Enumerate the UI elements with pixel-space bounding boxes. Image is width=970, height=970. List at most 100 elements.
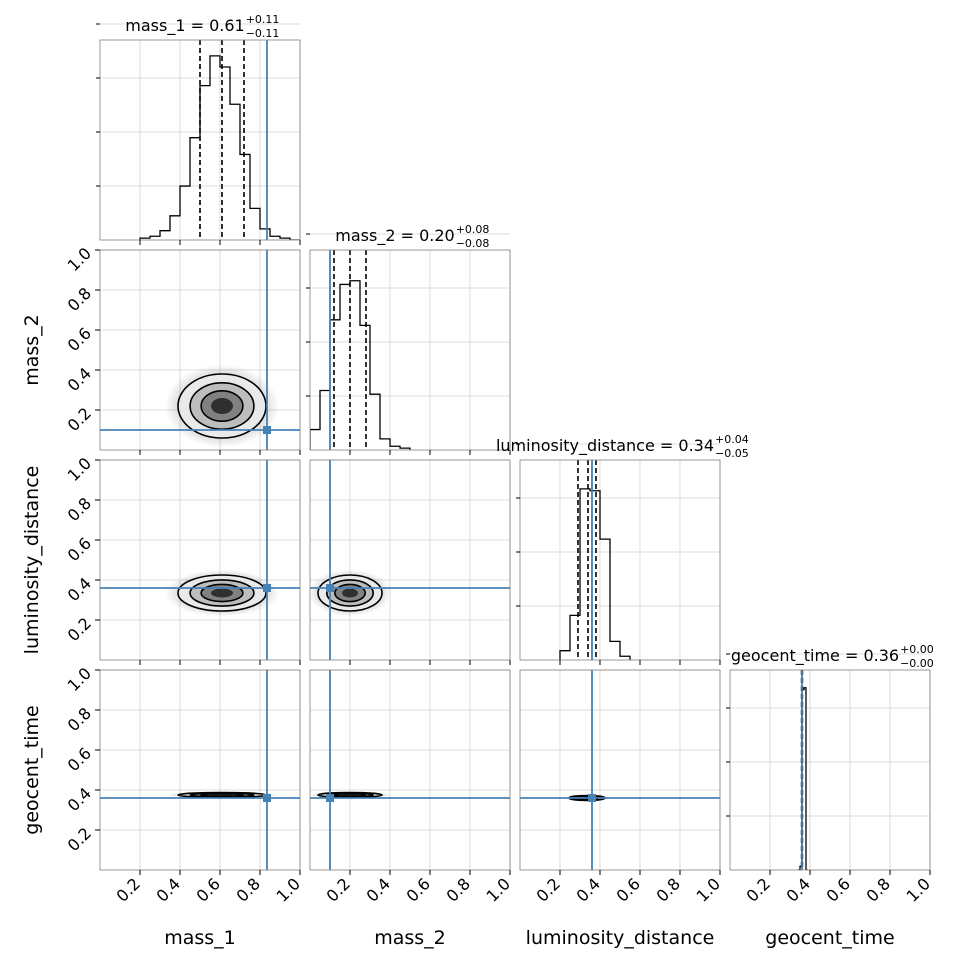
- contour-line: [177, 373, 267, 439]
- y-axis-label-luminosity-distance: luminosity_distance: [21, 466, 43, 655]
- y-tick-label: 0.8: [64, 704, 95, 735]
- y-tick-label: 1.0: [64, 454, 95, 485]
- x-tick-label: 0.2: [743, 874, 774, 905]
- truth-marker: [263, 794, 271, 802]
- x-tick-label: 0.4: [783, 874, 814, 905]
- histogram-step: [559, 488, 631, 660]
- x-tick-label: 1.0: [483, 874, 514, 905]
- y-tick-label: 1.0: [64, 664, 95, 695]
- y-tick-label: 0.6: [64, 744, 95, 775]
- contour-line: [333, 792, 366, 798]
- panel-mass-2-geocent-time: 0.2 0.4 0.6 0.8 1.0 mass_2: [309, 669, 514, 949]
- x-tick-label: 0.8: [233, 874, 264, 905]
- y-tick-label: 0.6: [64, 324, 95, 355]
- panel-frame: [99, 249, 301, 451]
- panel-frame: [99, 39, 301, 241]
- truth-marker: [588, 794, 596, 802]
- title-minus: −0.05: [715, 447, 749, 460]
- x-axis-label-geocent-time: geocent_time: [765, 927, 894, 949]
- plot-area: [100, 460, 300, 660]
- y-tick-label: 0.2: [64, 614, 95, 645]
- panel-frame: [519, 669, 721, 871]
- panel-frame: [309, 249, 511, 451]
- y-tick-label: 0.2: [64, 404, 95, 435]
- y-tick-label: 0.4: [64, 784, 95, 815]
- title-minus: −0.00: [900, 657, 934, 670]
- plot-area: [520, 670, 720, 870]
- x-tick-label: 0.2: [113, 874, 144, 905]
- contour-line: [317, 574, 383, 612]
- x-tick-label: 0.6: [403, 874, 434, 905]
- panel-luminosity-distance-luminosity-distance: luminosity_distance = 0.34 +0.04−0.05: [496, 433, 749, 665]
- density-fill: [211, 794, 233, 796]
- truth-marker: [326, 584, 334, 592]
- plot-area: [559, 460, 631, 660]
- y-tick-label: 0.8: [64, 494, 95, 525]
- x-tick-label: 0.8: [443, 874, 474, 905]
- x-tick-label: 1.0: [693, 874, 724, 905]
- panel-frame: [519, 459, 721, 661]
- histogram-step: [139, 55, 300, 240]
- truth-marker: [263, 584, 271, 592]
- x-tick-label: 0.6: [193, 874, 224, 905]
- plot-area: [310, 250, 411, 450]
- density-fill: [342, 794, 358, 796]
- panel-mass-1-mass-1: mass_1 = 0.61 +0.11−0.11: [96, 13, 301, 245]
- y-tick-label: 0.4: [64, 574, 95, 605]
- plot-area: [100, 250, 300, 450]
- panel-frame: [309, 669, 511, 871]
- plot-area: [798, 670, 808, 870]
- x-tick-label: 0.2: [323, 874, 354, 905]
- plot-area: [310, 670, 510, 870]
- x-tick-label: 0.8: [653, 874, 684, 905]
- panel-mass-1-mass-2: 0.2 0.4 0.6 0.8 1.0 mass_2: [21, 244, 301, 455]
- contour-line: [189, 579, 255, 607]
- plot-area: [310, 460, 510, 660]
- density-fill: [211, 398, 233, 414]
- x-axis-label-luminosity-distance: luminosity_distance: [526, 927, 715, 949]
- histogram-step: [310, 280, 411, 450]
- contour-line: [200, 389, 244, 422]
- title-plus: +0.11: [246, 13, 280, 26]
- panel-luminosity-distance-geocent-time: 0.2 0.4 0.6 0.8 1.0 luminosity_distance: [519, 669, 724, 949]
- panel-mass-2-mass-2: mass_2 = 0.20 +0.08−0.08: [306, 223, 511, 455]
- title-minus: −0.11: [246, 27, 280, 40]
- y-tick-label: 0.8: [64, 284, 95, 315]
- x-tick-label: 0.4: [153, 874, 184, 905]
- panel-frame: [99, 669, 301, 871]
- plot-area: [100, 670, 300, 870]
- contour-line: [333, 583, 366, 603]
- y-axis-label-mass-2: mass_2: [21, 314, 43, 386]
- contour-line: [200, 583, 244, 603]
- x-tick-label: 0.4: [573, 874, 604, 905]
- y-axis-label-geocent-time: geocent_time: [21, 705, 43, 834]
- truth-marker: [263, 426, 271, 434]
- panel-geocent-time-geocent-time: geocent_time = 0.36 +0.00−0.00 0.2 0.4 0.6 0.…: [726, 643, 934, 949]
- panel-frame: [729, 669, 931, 871]
- x-tick-label: 1.0: [903, 874, 934, 905]
- contour-line: [325, 579, 374, 607]
- y-tick-label: 0.4: [64, 364, 95, 395]
- x-tick-label: 0.2: [533, 874, 564, 905]
- title-minus: −0.08: [456, 237, 490, 250]
- contour-line: [177, 574, 267, 612]
- x-tick-label: 1.0: [273, 874, 304, 905]
- x-tick-label: 0.8: [863, 874, 894, 905]
- y-tick-label: 1.0: [64, 244, 95, 275]
- contour-line: [200, 792, 244, 798]
- panel-mass-2-luminosity-distance: [309, 459, 511, 665]
- truth-marker: [326, 794, 334, 802]
- y-tick-label: 0.6: [64, 534, 95, 565]
- x-tick-label: 0.6: [823, 874, 854, 905]
- title-plus: +0.00: [900, 643, 934, 656]
- density-fill: [342, 588, 358, 598]
- x-axis-label-mass-2: mass_2: [374, 927, 446, 949]
- panel-frame: [99, 459, 301, 661]
- panel-title: geocent_time = 0.36: [731, 646, 899, 666]
- title-plus: +0.08: [456, 223, 490, 236]
- x-tick-label: 0.4: [363, 874, 394, 905]
- panel-title: luminosity_distance = 0.34: [496, 436, 714, 456]
- panel-title: mass_2 = 0.20: [335, 226, 454, 246]
- x-tick-label: 0.6: [613, 874, 644, 905]
